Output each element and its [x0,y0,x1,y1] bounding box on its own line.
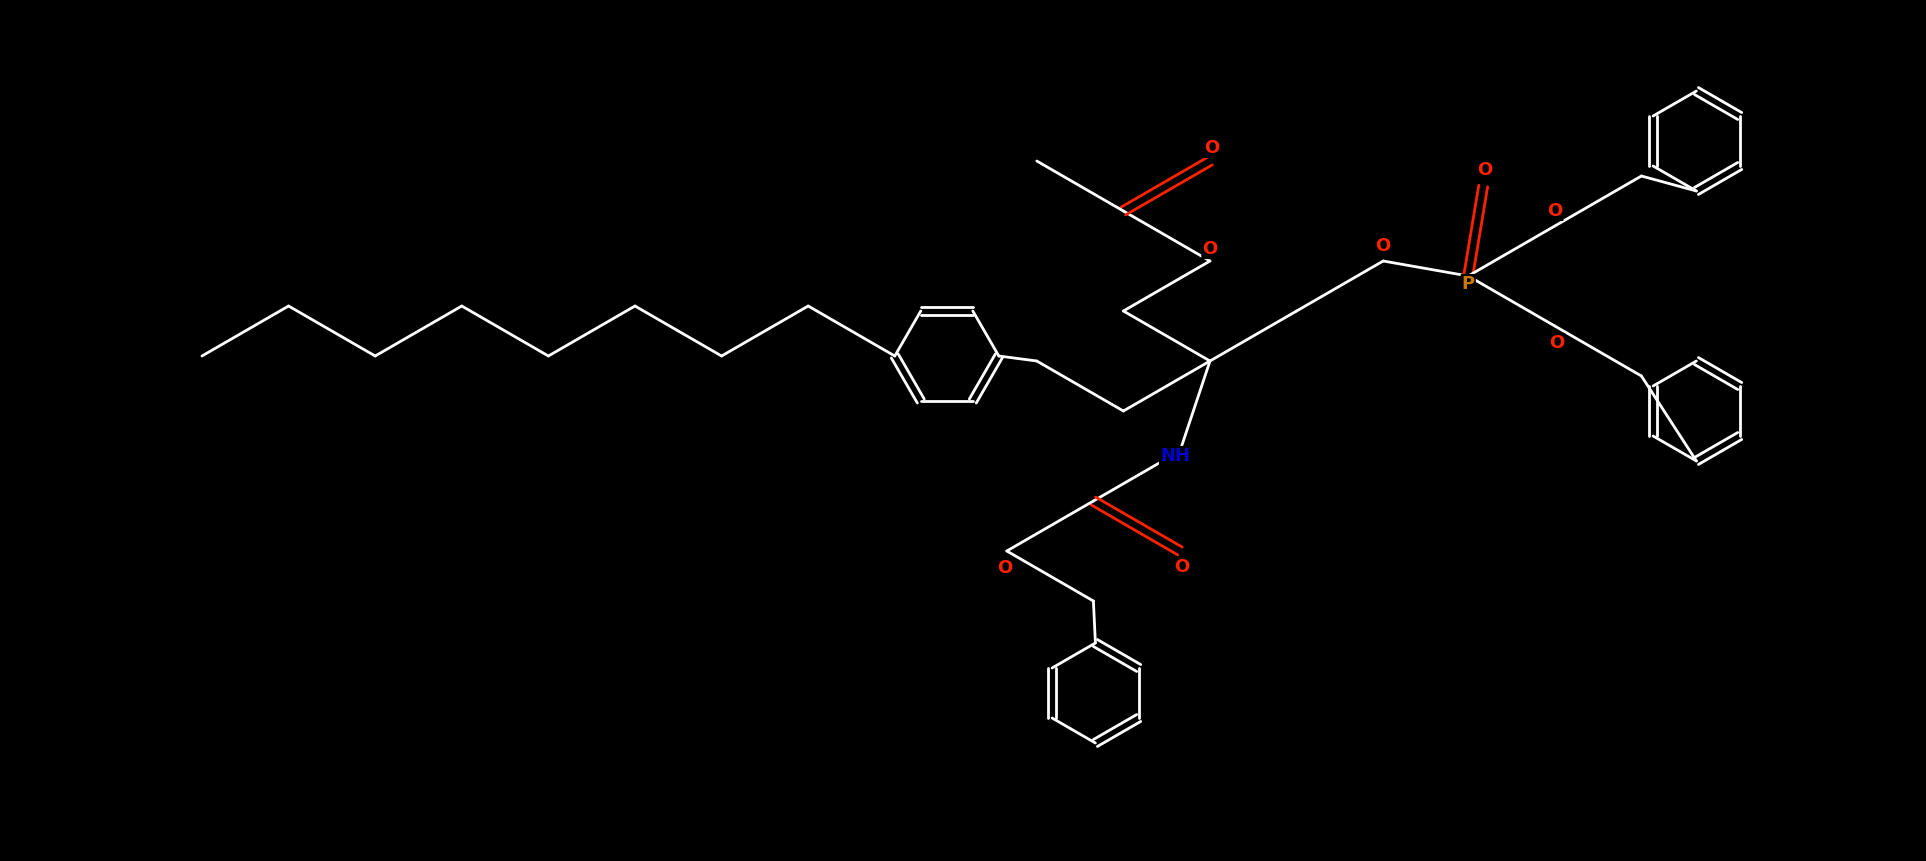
Text: O: O [1547,202,1562,220]
Text: O: O [1477,161,1493,179]
Text: O: O [1202,240,1217,258]
Text: O: O [1204,139,1219,157]
Text: NH: NH [1159,447,1190,465]
Text: P: P [1462,275,1475,293]
Text: O: O [1375,237,1391,255]
Text: O: O [1549,334,1564,352]
Text: O: O [998,559,1013,577]
Text: O: O [1175,558,1190,576]
